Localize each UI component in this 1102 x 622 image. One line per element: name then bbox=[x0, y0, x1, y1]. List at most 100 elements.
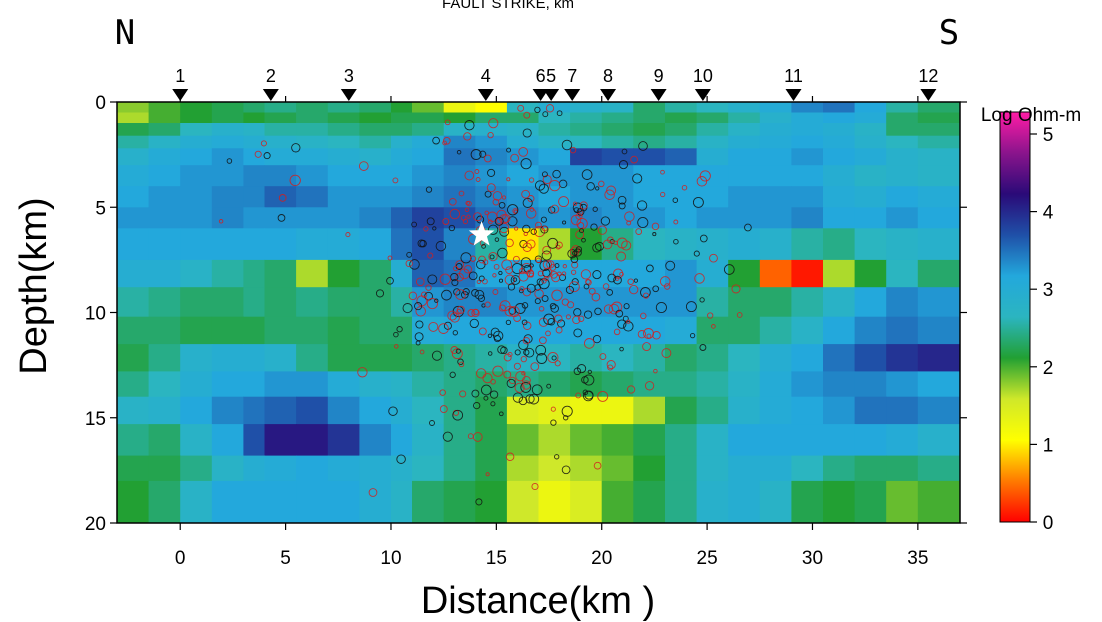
earthquake-event bbox=[534, 284, 541, 291]
heatmap-cell bbox=[211, 316, 244, 345]
earthquake-event bbox=[505, 452, 515, 462]
heatmap-cell bbox=[359, 396, 392, 425]
earthquake-event bbox=[573, 367, 582, 376]
heatmap-cell bbox=[443, 102, 476, 114]
heatmap-cell bbox=[601, 207, 634, 229]
earthquake-event bbox=[570, 269, 577, 275]
earthquake-event bbox=[493, 263, 500, 270]
heatmap-cell bbox=[296, 148, 329, 166]
earthquake-event bbox=[471, 389, 480, 398]
earthquake-event bbox=[535, 257, 542, 264]
earthquake-event bbox=[447, 310, 458, 321]
earthquake-event bbox=[534, 106, 541, 114]
earthquake-event bbox=[505, 319, 512, 326]
earthquake-event bbox=[427, 252, 434, 259]
heatmap-cell bbox=[296, 371, 329, 398]
heatmap-cell bbox=[443, 455, 476, 482]
earthquake-event bbox=[591, 292, 601, 302]
heatmap-cell bbox=[148, 102, 181, 114]
earthquake-event bbox=[522, 128, 532, 138]
earthquake-event bbox=[506, 147, 512, 153]
heatmap-cell bbox=[759, 228, 792, 261]
heatmap-cell bbox=[359, 135, 392, 149]
heatmap-cell bbox=[601, 123, 634, 137]
heatmap-cell bbox=[538, 371, 571, 398]
heatmap-cell bbox=[601, 112, 634, 124]
heatmap-cell bbox=[570, 148, 603, 166]
earthquake-event bbox=[277, 214, 286, 222]
earthquake-event bbox=[500, 346, 508, 355]
earthquake-event bbox=[689, 332, 696, 339]
earthquake-event bbox=[580, 269, 592, 280]
earthquake-event bbox=[526, 239, 536, 249]
heatmap-cell bbox=[696, 186, 729, 208]
heatmap-cell bbox=[633, 135, 666, 149]
heatmap-cell bbox=[665, 165, 698, 187]
earthquake-event bbox=[554, 314, 563, 323]
station-label: 1 bbox=[175, 66, 185, 86]
earthquake-event bbox=[528, 393, 540, 405]
heatmap-cell bbox=[823, 287, 856, 318]
heatmap-cell bbox=[538, 480, 571, 523]
heatmap-cell bbox=[506, 102, 540, 114]
heatmap-cell bbox=[243, 259, 266, 288]
heatmap-cell bbox=[538, 186, 571, 208]
heatmap-cell bbox=[538, 135, 571, 149]
colorbar-tick-label: 4 bbox=[1043, 203, 1054, 224]
heatmap-cell bbox=[443, 207, 476, 229]
earthquake-event bbox=[555, 241, 563, 249]
heatmap-cell bbox=[211, 228, 244, 261]
earthquake-event bbox=[643, 328, 654, 339]
earthquake-event bbox=[644, 381, 655, 391]
mainshock-star bbox=[468, 221, 495, 246]
earthquake-event bbox=[439, 389, 446, 396]
earthquake-event bbox=[435, 240, 447, 252]
heatmap-cell bbox=[243, 228, 266, 261]
heatmap-cell bbox=[886, 102, 919, 114]
station-triangle bbox=[262, 89, 279, 101]
heatmap-cell bbox=[823, 259, 856, 288]
heatmap-cell bbox=[823, 112, 856, 124]
earthquake-event bbox=[464, 207, 470, 213]
heatmap-cell bbox=[117, 135, 150, 149]
heatmap-cell bbox=[180, 207, 213, 229]
earthquake-event bbox=[665, 260, 676, 271]
heatmap-cell bbox=[696, 424, 729, 457]
heatmap-cell bbox=[917, 287, 960, 318]
heatmap-cell bbox=[412, 102, 445, 114]
earthquake-event bbox=[462, 288, 470, 296]
station-label: 9 bbox=[654, 66, 664, 86]
earthquake-event bbox=[569, 146, 577, 154]
earthquake-event bbox=[563, 415, 569, 421]
heatmap-cell bbox=[327, 259, 360, 288]
heatmap-cell bbox=[886, 455, 919, 482]
earthquake-event bbox=[545, 104, 555, 113]
earthquake-event bbox=[471, 308, 480, 318]
earthquake-event bbox=[531, 384, 543, 396]
earthquake-event bbox=[510, 153, 519, 163]
heatmap-cell bbox=[359, 165, 392, 187]
heatmap-cell bbox=[665, 424, 698, 457]
earthquake-event bbox=[578, 315, 585, 322]
earthquake-event bbox=[476, 279, 481, 285]
earthquake-event bbox=[561, 298, 569, 306]
heatmap-cell bbox=[665, 228, 698, 261]
heatmap-cell bbox=[180, 316, 213, 345]
earthquake-event bbox=[464, 120, 475, 131]
heatmap-cell bbox=[791, 207, 824, 229]
x-tick-label: 25 bbox=[697, 548, 718, 569]
earthquake-event bbox=[571, 261, 579, 269]
heatmap-cell bbox=[696, 371, 729, 398]
earthquake-event bbox=[513, 362, 521, 370]
earthquake-event bbox=[530, 228, 537, 235]
heatmap-cell bbox=[211, 480, 244, 523]
heatmap-cell bbox=[696, 165, 729, 187]
earthquake-event bbox=[616, 251, 627, 262]
station-triangle bbox=[477, 89, 494, 101]
heatmap-cell bbox=[327, 186, 360, 208]
heatmap-cell bbox=[264, 316, 297, 345]
heatmap-cell bbox=[633, 424, 666, 457]
heatmap-cell bbox=[506, 165, 540, 187]
heatmap-cell bbox=[538, 102, 571, 114]
heatmap-cell bbox=[359, 186, 392, 208]
